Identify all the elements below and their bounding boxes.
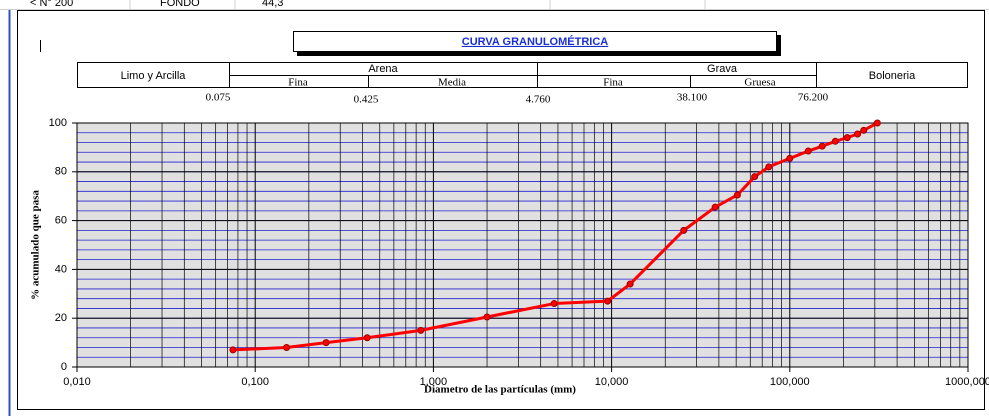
cell: 44,3: [262, 0, 283, 9]
data-point: [873, 119, 881, 127]
y-tick-label: 20: [55, 312, 67, 324]
sheet-grid: [0, 0, 989, 10]
data-point: [604, 297, 612, 305]
y-tick-label: 80: [55, 166, 67, 178]
class-table: [77, 62, 968, 88]
plot-area: [76, 122, 969, 368]
class-label: Arena: [368, 63, 398, 75]
class-sub: Gruesa: [744, 77, 775, 89]
data-point: [680, 226, 688, 234]
class-limit: 4.760: [526, 94, 551, 106]
data-point: [363, 334, 371, 342]
cell: < N° 200: [30, 0, 73, 9]
data-point: [483, 313, 491, 321]
class-label: Boloneria: [869, 70, 916, 82]
data-point: [283, 343, 291, 351]
y-tick-label: 100: [49, 117, 67, 129]
data-point: [818, 142, 826, 150]
y-tick-label: 60: [55, 215, 67, 227]
class-limit: 0.425: [354, 94, 379, 106]
data-point: [765, 163, 773, 171]
data-point: [733, 191, 741, 199]
data-point: [831, 137, 839, 145]
y-axis-label: % acumulado que pasa: [30, 190, 42, 300]
x-tick-label: 1,000: [420, 376, 448, 388]
data-point: [854, 130, 862, 138]
data-point: [860, 126, 868, 134]
class-sub: Fina: [603, 77, 623, 89]
x-tick-label: 0,010: [63, 376, 91, 388]
x-tick-label: 1000,000: [945, 376, 989, 388]
title-box: [293, 31, 777, 52]
data-point: [786, 154, 794, 162]
x-tick-label: 0,100: [241, 376, 269, 388]
data-point: [417, 326, 425, 334]
y-tick-label: 40: [55, 263, 67, 275]
y-tick-label: 0: [61, 361, 67, 373]
class-sub: Fina: [288, 77, 308, 89]
class-label: Grava: [707, 63, 738, 75]
class-limit: 38.100: [677, 92, 708, 104]
chart-title: CURVA GRANULOMÉTRICA: [462, 35, 609, 48]
class-limit: 0.075: [206, 92, 231, 104]
class-label: Limo y Arcilla: [121, 70, 187, 82]
data-point: [843, 134, 851, 142]
data-point: [751, 173, 759, 181]
x-tick-label: 10,000: [595, 376, 629, 388]
data-point: [711, 203, 719, 211]
data-point: [550, 300, 558, 308]
cell: FONDO: [160, 0, 200, 9]
x-tick-label: 100,000: [770, 376, 810, 388]
class-sub: Media: [438, 77, 466, 89]
series-line: [232, 121, 879, 352]
class-limit: 76.200: [798, 92, 829, 104]
x-axis-label: Diametro de las partículas (mm): [424, 384, 576, 396]
data-point: [229, 346, 237, 354]
data-point: [626, 280, 634, 288]
data-point: [804, 147, 812, 155]
data-point: [322, 339, 330, 347]
